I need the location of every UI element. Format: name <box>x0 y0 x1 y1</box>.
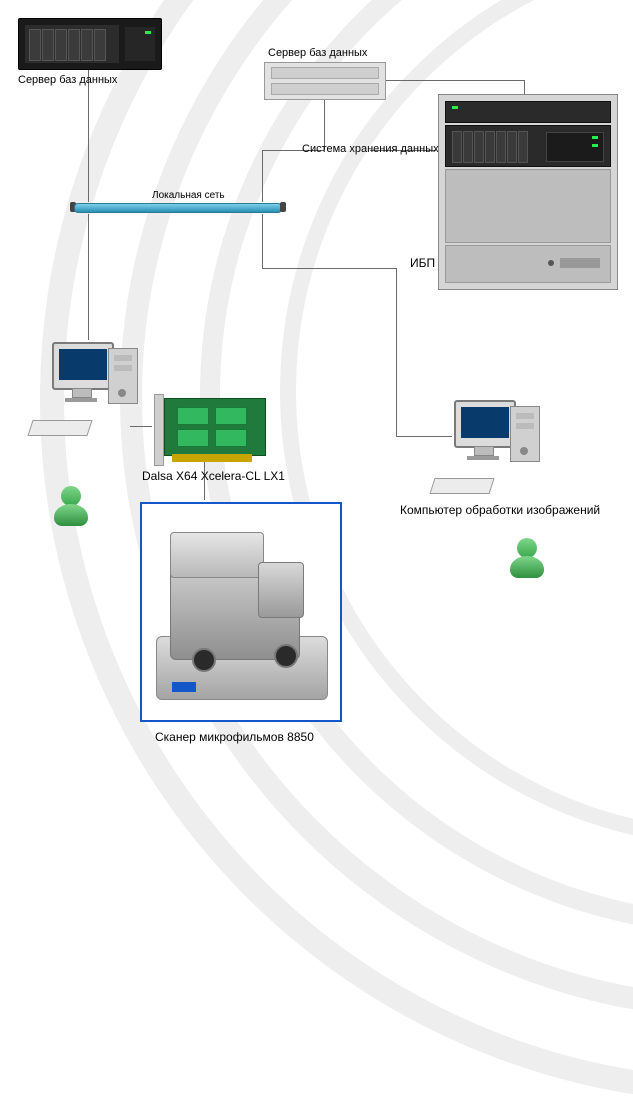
wire <box>396 268 397 436</box>
wire <box>88 214 89 340</box>
diagram-canvas: Локальная сеть Сервер баз данных Сервер … <box>0 0 633 750</box>
db-server-1-label: Сервер баз данных <box>18 74 117 86</box>
storage-rack <box>438 94 618 290</box>
lan-bar <box>74 203 282 213</box>
wire <box>262 214 263 268</box>
keyboard-2 <box>429 478 494 494</box>
scanner-frame <box>140 502 342 722</box>
user-icon <box>510 538 544 578</box>
scanner-label: Сканер микрофильмов 8850 <box>155 730 314 744</box>
framegrabber-card <box>154 398 270 474</box>
user-icon <box>54 486 88 526</box>
wire <box>386 80 524 81</box>
workstation-2-label: Компьютер обработки изображений <box>400 503 600 517</box>
wire <box>88 70 89 202</box>
wire <box>262 268 396 269</box>
storage-label: Система хранения данных <box>302 143 439 155</box>
keyboard-1 <box>27 420 92 436</box>
db-server-1 <box>18 18 162 70</box>
lan-label: Локальная сеть <box>152 190 225 201</box>
wire <box>262 150 263 202</box>
lan-cap <box>280 202 286 212</box>
ups-label: ИБП <box>410 256 435 270</box>
wire <box>524 80 525 94</box>
wire <box>396 436 452 437</box>
db-server-2 <box>264 62 386 100</box>
db-server-2-label: Сервер баз данных <box>268 47 367 59</box>
card-label: Dalsa X64 Xcelera-CL LX1 <box>142 469 285 483</box>
